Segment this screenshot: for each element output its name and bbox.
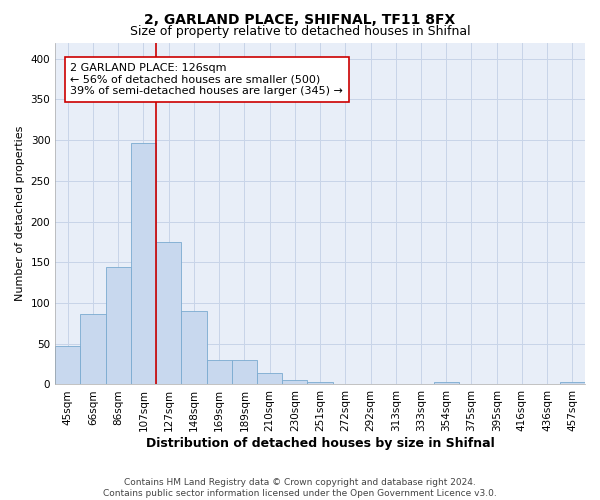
- Bar: [434, 382, 459, 384]
- X-axis label: Distribution of detached houses by size in Shifnal: Distribution of detached houses by size …: [146, 437, 494, 450]
- Text: Contains HM Land Registry data © Crown copyright and database right 2024.
Contai: Contains HM Land Registry data © Crown c…: [103, 478, 497, 498]
- Y-axis label: Number of detached properties: Number of detached properties: [15, 126, 25, 301]
- Text: 2 GARLAND PLACE: 126sqm
← 56% of detached houses are smaller (500)
39% of semi-d: 2 GARLAND PLACE: 126sqm ← 56% of detache…: [70, 63, 343, 96]
- Bar: [80, 314, 106, 384]
- Bar: [307, 382, 332, 384]
- Bar: [206, 360, 232, 384]
- Bar: [156, 242, 181, 384]
- Bar: [55, 346, 80, 385]
- Bar: [181, 311, 206, 384]
- Bar: [106, 267, 131, 384]
- Bar: [282, 380, 307, 384]
- Bar: [257, 373, 282, 384]
- Bar: [232, 360, 257, 384]
- Bar: [560, 382, 585, 384]
- Text: 2, GARLAND PLACE, SHIFNAL, TF11 8FX: 2, GARLAND PLACE, SHIFNAL, TF11 8FX: [145, 12, 455, 26]
- Bar: [131, 142, 156, 384]
- Text: Size of property relative to detached houses in Shifnal: Size of property relative to detached ho…: [130, 25, 470, 38]
